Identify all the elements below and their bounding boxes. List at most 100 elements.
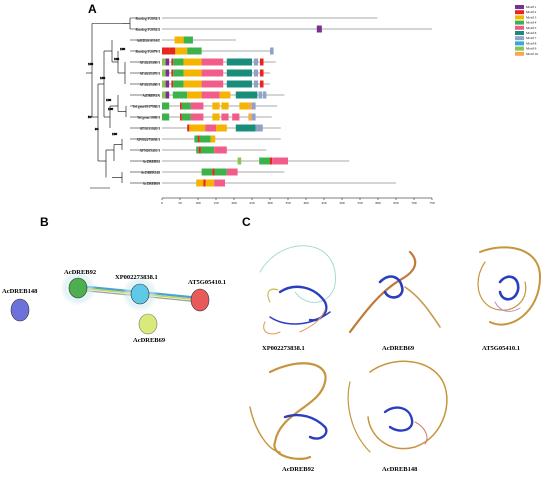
motif-box	[270, 47, 274, 55]
axis-tick-label: 700	[411, 201, 416, 205]
motif-row: AtDREB1A	[142, 91, 285, 99]
motif-box	[172, 91, 188, 99]
motif-box	[255, 124, 263, 132]
motif-box	[171, 80, 174, 88]
motif-box	[237, 157, 242, 165]
motif-box	[270, 157, 273, 165]
motif-row: Tel.gene1817586.1	[133, 102, 278, 110]
gene-label: Rcodog.Y2079.1	[135, 50, 160, 54]
motif-box	[219, 91, 231, 99]
axis-tick-label: 450	[321, 201, 326, 205]
axis-tick-label: 350	[285, 201, 290, 205]
interaction-network: AcDREB148 AcDREB92 XP002273838.1 AT5G054…	[2, 269, 226, 344]
gene-label: Rcodog.Y2032.1	[135, 17, 160, 21]
motif-box	[221, 102, 229, 110]
node-label-acdreb92: AcDREB92	[64, 269, 96, 276]
legend-label: Motif 8	[526, 41, 537, 45]
legend-swatch	[515, 5, 524, 9]
motif-box	[253, 80, 259, 88]
motif-row: AT4G25490.1	[140, 58, 276, 66]
panel-c-label: C	[242, 215, 251, 229]
axis-tick-label: 150	[213, 201, 218, 205]
motif-box	[214, 179, 225, 187]
motif-box	[212, 113, 220, 121]
motif-box	[165, 69, 170, 77]
motif-box	[181, 113, 191, 121]
motif-box	[214, 146, 227, 154]
motif-box	[171, 69, 174, 77]
motif-box	[173, 80, 184, 88]
legend-swatch	[515, 36, 524, 41]
legend-swatch	[515, 20, 524, 25]
motif-box	[162, 113, 170, 121]
motif-box	[162, 80, 166, 88]
node-label-acdreb69: AcDREB69	[133, 337, 166, 344]
legend-swatch	[515, 31, 524, 35]
legend-swatch	[515, 41, 524, 46]
motif-box	[162, 69, 166, 77]
gene-label: AT5G05410.1	[140, 149, 161, 153]
node-acdreb148[interactable]	[10, 298, 30, 322]
motif-box	[162, 47, 170, 55]
motif-box	[174, 36, 184, 44]
motif-box	[248, 102, 253, 110]
node-xp002273838[interactable]	[130, 283, 150, 305]
legend-label: Motif 4	[526, 21, 537, 25]
motif-row: XP002273838.1	[137, 135, 281, 143]
network-nodes: AcDREB148 AcDREB92 XP002273838.1 AT5G054…	[2, 269, 226, 344]
axis-tick-label: 600	[375, 201, 380, 205]
bootstrap-value: 100	[114, 57, 119, 61]
gene-label: AT4G25470.1	[140, 72, 161, 76]
node-label-acdreb148: AcDREB148	[2, 288, 38, 295]
structure-at5g05410	[477, 246, 542, 326]
panel-b-label: B	[40, 215, 49, 229]
motif-box	[272, 157, 288, 165]
legend-label: Motif 3	[526, 15, 537, 19]
axis-tick-label: 200	[231, 201, 236, 205]
motif-box	[175, 47, 188, 55]
motif-box	[210, 135, 216, 143]
motif-box	[212, 168, 215, 176]
motif-box	[199, 135, 211, 143]
node-acdreb69[interactable]	[138, 313, 158, 335]
motif-box	[194, 135, 198, 143]
motif-tree-panel: 100 100 100 94 54 100 100 100 100 Rcodog.Y2032.1…	[86, 5, 538, 205]
motif-box	[162, 102, 170, 110]
motif-box	[183, 69, 202, 77]
motif-box	[162, 91, 166, 99]
motif-box	[259, 157, 270, 165]
motif-box	[183, 36, 193, 44]
gene-label: AT4G25490.1	[140, 61, 161, 65]
motif-box	[216, 124, 227, 132]
motif-box	[183, 80, 202, 88]
motif-row: Rcodog.Y2079.1	[135, 47, 274, 55]
gene-label: Tel.gene1817586.1	[133, 105, 161, 109]
motif-box	[196, 146, 199, 154]
legend-swatch	[515, 25, 524, 30]
motif-rows: Rcodog.Y2032.1 Rcodog.Y2032.2 AtRD26/ANAC R…	[133, 17, 432, 187]
motif-box	[205, 179, 215, 187]
motif-box	[180, 102, 182, 110]
axis-tick-label: 550	[357, 201, 362, 205]
node-acdreb92[interactable]	[68, 277, 88, 299]
motif-box	[205, 124, 216, 132]
motif-box	[173, 69, 184, 77]
gene-label: AtRD26/ANAC	[137, 39, 161, 43]
motif-row: Tel.gene.1989.1	[137, 113, 272, 121]
node-at5g05410[interactable]	[190, 288, 210, 312]
gene-label: AT4G25480.1	[140, 83, 161, 87]
legend-label: Motif 10	[526, 52, 538, 56]
motif-box	[189, 124, 206, 132]
structure-acdreb148	[347, 360, 448, 453]
motif-box	[252, 113, 256, 121]
motif-row: Rcodog.Y2032.1	[135, 17, 378, 21]
axis-tick-label: 250	[249, 201, 254, 205]
motif-box	[198, 135, 200, 143]
motif-box	[162, 58, 166, 66]
motif-box	[226, 168, 238, 176]
motif-box	[226, 58, 252, 66]
motif-row: AtRD26/ANAC	[137, 36, 236, 44]
motif-box	[235, 91, 258, 99]
structure-xp002273838	[259, 245, 336, 335]
